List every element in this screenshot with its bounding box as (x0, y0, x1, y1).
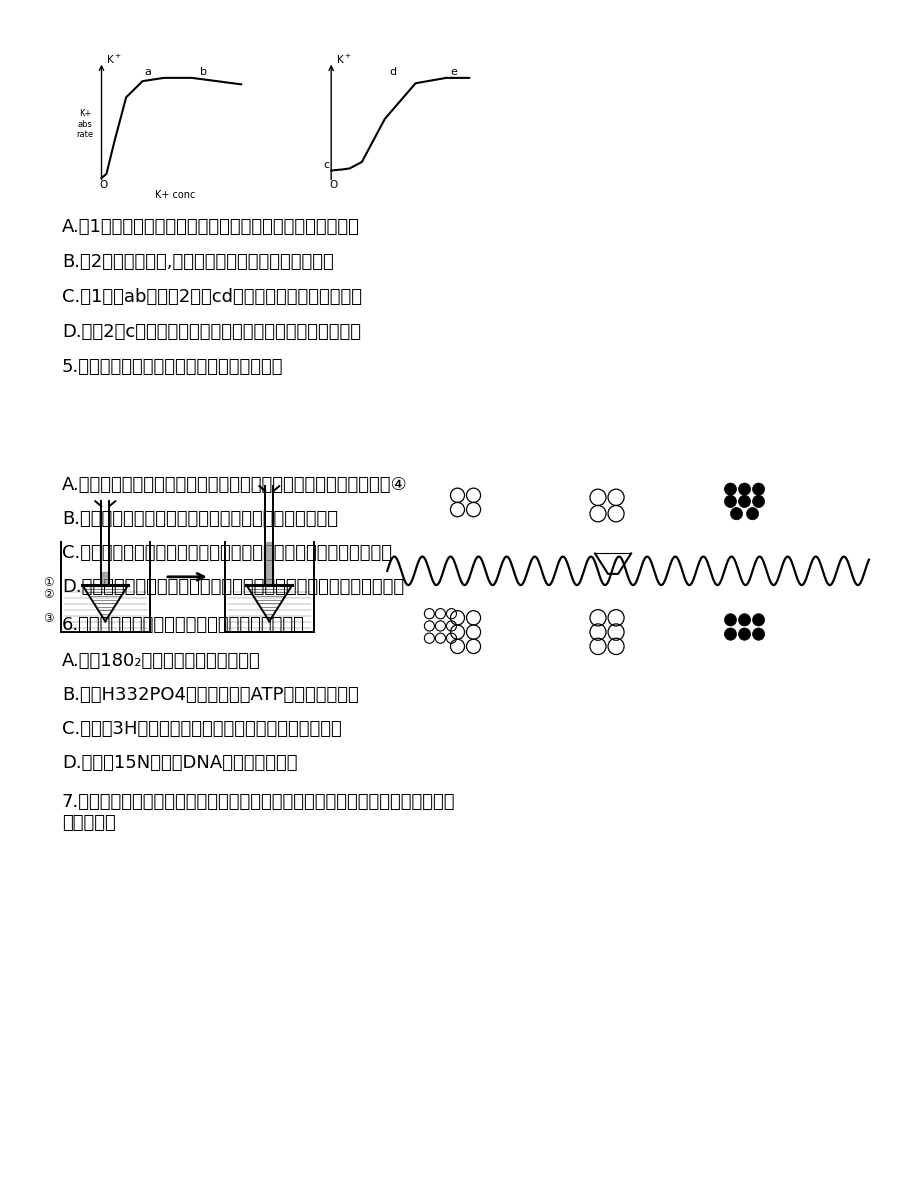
Text: C.不能用3H标记的胸腊嚂啖脱氧核苷酸研究逆转录过程: C.不能用3H标记的胸腊嚂啖脱氧核苷酸研究逆转录过程 (62, 721, 341, 738)
Text: A.可用180₂探究有氧呼吸的整个过程: A.可用180₂探究有氧呼吸的整个过程 (62, 651, 260, 671)
Text: A.成熟植物细胞能发生质壁分离的原因之一是细胞膜相当于图甲中的④: A.成熟植物细胞能发生质壁分离的原因之一是细胞膜相当于图甲中的④ (62, 476, 407, 494)
Text: ①: ① (43, 575, 53, 588)
Text: 5.下列关于图甲和图乙的相关叙述，正确的是: 5.下列关于图甲和图乙的相关叙述，正确的是 (62, 358, 283, 376)
Text: 7.科学家探究不同浓度醒酸钔对小鼠胸腺细胞凋亡率的影响，结果如下表。下列分
析正确的是: 7.科学家探究不同浓度醒酸钔对小鼠胸腺细胞凋亡率的影响，结果如下表。下列分 析正… (62, 793, 455, 831)
Text: K+
abs
rate: K+ abs rate (76, 110, 94, 139)
Circle shape (738, 484, 750, 495)
Circle shape (752, 628, 764, 641)
Text: O: O (99, 180, 108, 189)
Text: A.图1的结果应为在培养液中溶氧量不变的情况下测量的数据: A.图1的结果应为在培养液中溶氧量不变的情况下测量的数据 (62, 218, 359, 236)
Circle shape (730, 507, 742, 519)
Text: ②: ② (43, 587, 53, 600)
Text: B.图2对应的实验中,培养液中钒离子浓度应为无关变量: B.图2对应的实验中,培养液中钒离子浓度应为无关变量 (62, 252, 334, 272)
Text: B.图甲中漏斗内液面不再上升时，漏斗内外的渗透压相等: B.图甲中漏斗内液面不再上升时，漏斗内外的渗透压相等 (62, 510, 337, 528)
Text: D.图乙中，三种物质进人细胞的方式中只有钓离子的运输不是主动运输: D.图乙中，三种物质进人细胞的方式中只有钓离子的运输不是主动运输 (62, 578, 403, 596)
Circle shape (738, 613, 750, 626)
Circle shape (752, 495, 764, 507)
Circle shape (752, 484, 764, 495)
Circle shape (738, 495, 750, 507)
Text: D.由图2中c点可知，丽藻的无氧呼吸能为主动运输提供能量: D.由图2中c点可知，丽藻的无氧呼吸能为主动运输提供能量 (62, 323, 360, 341)
Circle shape (738, 628, 750, 641)
Circle shape (723, 495, 736, 507)
Circle shape (752, 613, 764, 626)
Text: O: O (329, 180, 336, 189)
Circle shape (723, 613, 736, 626)
Text: e: e (450, 67, 457, 76)
Text: c: c (323, 161, 329, 170)
Circle shape (723, 484, 736, 495)
Text: C.图1中的ab段与图2中的cd段对应的限制因素是相同的: C.图1中的ab段与图2中的cd段对应的限制因素是相同的 (62, 288, 361, 306)
Circle shape (745, 507, 758, 519)
Text: K$^+$: K$^+$ (107, 52, 122, 66)
Text: d: d (389, 67, 396, 76)
Text: 6.下列关于同位素标记法应用的描述，最恰当的是: 6.下列关于同位素标记法应用的描述，最恰当的是 (62, 616, 304, 634)
Text: K$^+$: K$^+$ (335, 52, 351, 66)
Text: B.可用H332PO4验证线粒体是ATP合成的主要场所: B.可用H332PO4验证线粒体是ATP合成的主要场所 (62, 686, 358, 704)
Text: K+ conc: K+ conc (155, 189, 196, 200)
Text: ③: ③ (43, 612, 53, 625)
Text: C.图乙中，转运葡萄糖和钓离子的载体相同，可见载体不具有特异性: C.图乙中，转运葡萄糖和钓离子的载体相同，可见载体不具有特异性 (62, 544, 391, 562)
Text: a: a (144, 67, 151, 76)
Circle shape (723, 628, 736, 641)
Text: D.不能用15N标记的DNA研究其复制方式: D.不能用15N标记的DNA研究其复制方式 (62, 754, 297, 772)
Text: b: b (200, 67, 207, 76)
